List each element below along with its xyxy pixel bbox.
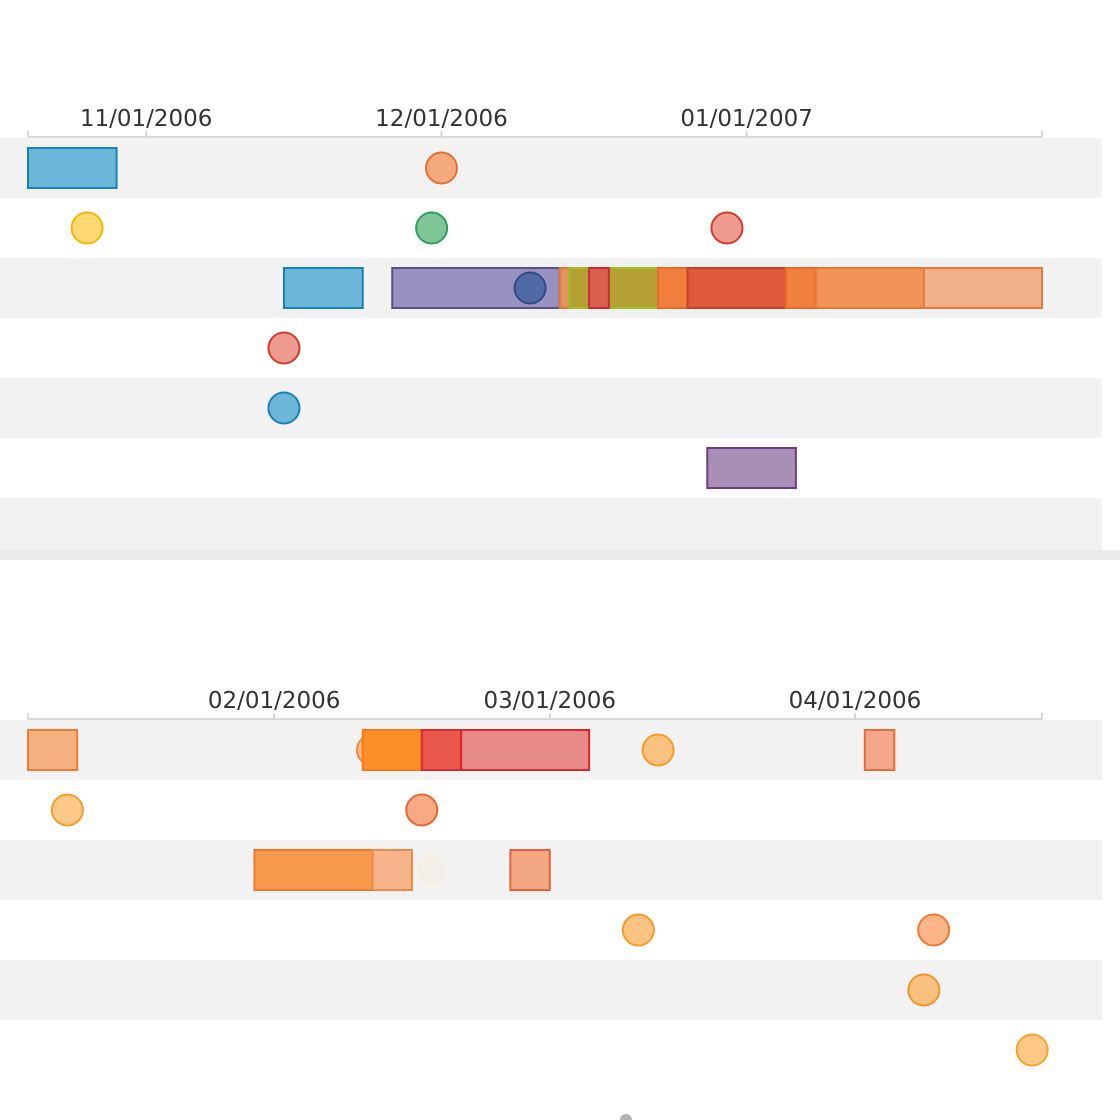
event-bar <box>282 267 364 309</box>
timeline-chart-bottom: 02/01/2006 03/01/2006 04/01/2006 <box>0 688 1102 1067</box>
x-tick-label: 11/01/2006 <box>80 106 213 132</box>
event-bar <box>558 267 571 309</box>
event-point <box>70 211 104 245</box>
timeline-panel-bottom: 02/01/2006 03/01/2006 04/01/2006 <box>0 560 1120 1120</box>
timeline-panel-top: 11/01/2006 12/01/2006 01/01/2007 <box>0 0 1120 550</box>
lane-band <box>0 498 1102 550</box>
lane-band <box>0 378 1102 438</box>
event-bar <box>588 267 610 309</box>
event-point <box>267 331 301 365</box>
x-tick-label: 04/01/2006 <box>789 688 922 714</box>
event-bar <box>371 849 413 891</box>
lane-band <box>0 138 1102 198</box>
x-tick-label: 12/01/2006 <box>375 106 508 132</box>
event-point <box>917 913 951 947</box>
lane-band <box>0 840 1102 900</box>
event-bar <box>657 267 689 309</box>
event-bar <box>922 267 1043 309</box>
event-point <box>641 733 675 767</box>
x-tick-label: 01/01/2007 <box>680 106 813 132</box>
event-bar <box>863 729 896 771</box>
x-tick-label: 03/01/2006 <box>483 688 616 714</box>
event-point <box>267 391 301 425</box>
event-point <box>424 151 458 185</box>
x-tick-label: 02/01/2006 <box>208 688 341 714</box>
scroll-handle[interactable] <box>620 1114 632 1120</box>
event-point <box>621 913 655 947</box>
event-point <box>907 973 941 1007</box>
panel-divider <box>0 550 1120 560</box>
event-bar <box>27 729 79 771</box>
timeline-chart-top: 11/01/2006 12/01/2006 01/01/2007 <box>0 106 1102 550</box>
event-point <box>710 211 744 245</box>
event-bar <box>27 147 118 189</box>
event-bar <box>814 267 925 309</box>
event-bar <box>361 729 423 771</box>
event-point <box>405 793 439 827</box>
event-point <box>50 793 84 827</box>
event-bar <box>509 849 551 891</box>
event-point <box>415 853 449 887</box>
event-point <box>1015 1033 1049 1067</box>
event-bar <box>568 267 660 309</box>
event-bar <box>253 849 374 891</box>
event-point <box>415 211 449 245</box>
event-bar <box>420 729 463 771</box>
event-point <box>513 271 547 305</box>
event-bar <box>785 267 817 309</box>
event-bar <box>706 447 797 489</box>
event-bar <box>460 729 591 771</box>
event-bar <box>686 267 788 309</box>
